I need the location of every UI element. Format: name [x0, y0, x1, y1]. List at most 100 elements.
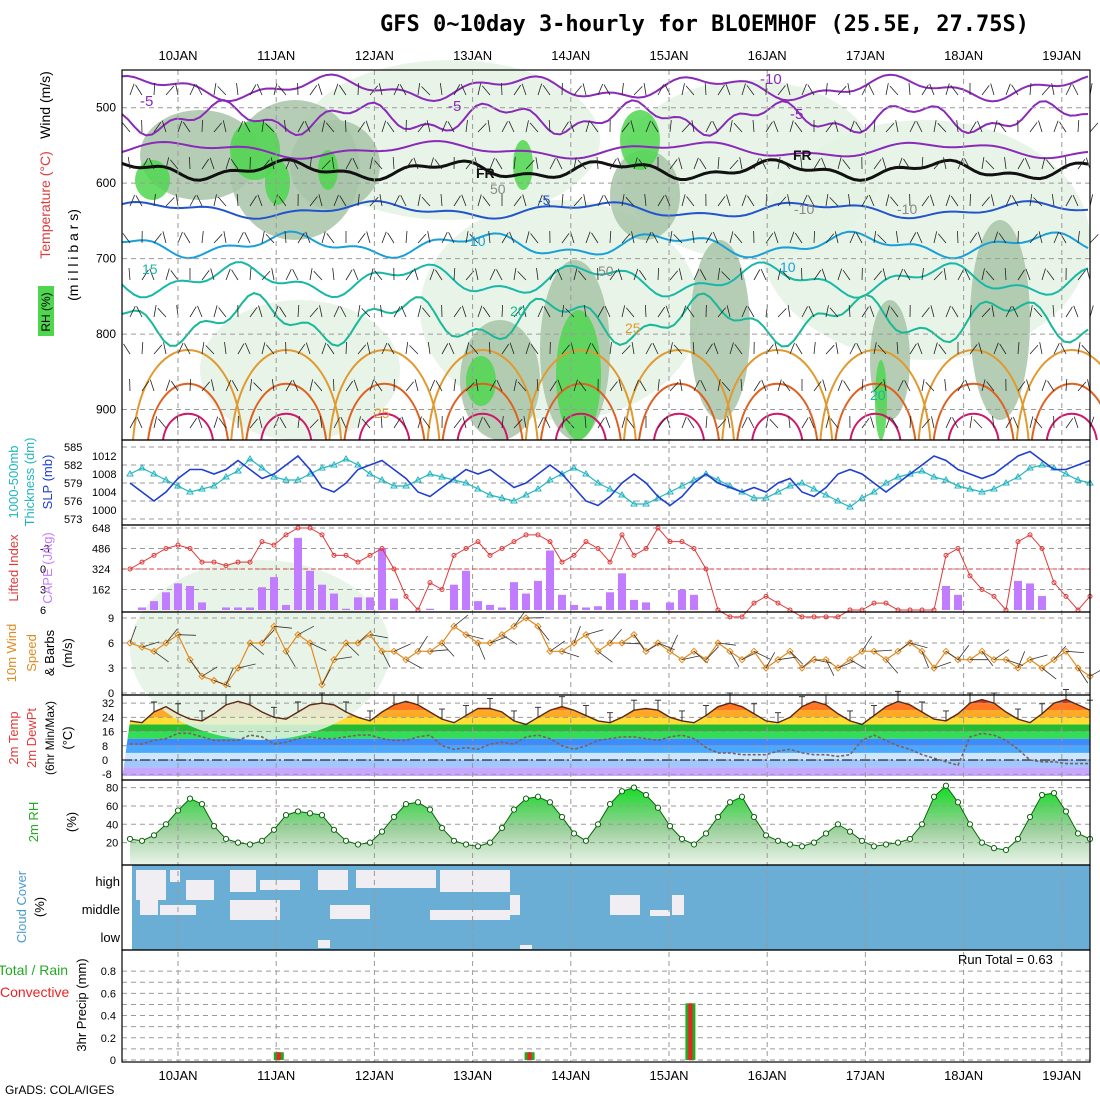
wind-barb — [374, 270, 383, 281]
wind-barb — [837, 379, 843, 392]
temp-minmax-bar — [559, 696, 565, 707]
slp-tick-label: 1012 — [92, 451, 116, 463]
wind-barb — [236, 83, 239, 96]
wind-speed-marker — [450, 622, 458, 631]
wind-barb — [340, 416, 347, 429]
rh-2m-marker — [942, 782, 950, 789]
wind-barb — [786, 83, 791, 96]
wind-barb-10m — [465, 634, 484, 640]
li-tick-label: 3 — [40, 585, 46, 597]
wind-barb — [230, 158, 239, 170]
wind-barb — [141, 269, 149, 281]
rh-2m-marker — [1002, 846, 1010, 854]
wind-barb — [855, 121, 863, 133]
slp-line — [129, 450, 1091, 507]
lifted-index-marker — [703, 566, 709, 572]
wind-barb — [909, 415, 912, 429]
wind-barb — [453, 418, 462, 429]
wind-barb — [461, 194, 467, 207]
thickness-marker — [1026, 464, 1034, 471]
wind-barb — [856, 343, 863, 355]
cape-bar — [1038, 596, 1046, 610]
wind-barb — [916, 231, 923, 244]
wind-barb — [705, 121, 712, 133]
wind-barb — [414, 268, 419, 281]
wind-barb — [873, 119, 876, 133]
wind-barb — [957, 157, 964, 170]
wind-barb — [903, 158, 911, 170]
wind-barb — [326, 343, 335, 355]
wind-barb — [712, 121, 719, 133]
wind-barb — [163, 342, 167, 355]
wind-barb — [279, 417, 287, 429]
wind-barb-10m — [657, 642, 675, 651]
wind-barb-10m — [285, 651, 296, 668]
wind-barb — [405, 381, 414, 392]
wind-barb-10m — [1041, 667, 1057, 680]
upper-rh-label: RH (%) — [39, 292, 53, 331]
wind-barb — [225, 157, 231, 170]
cape-bar — [366, 597, 374, 610]
thickness-marker — [942, 476, 950, 483]
wind-barb — [597, 306, 605, 318]
thickness-marker — [894, 473, 902, 480]
wind-barb — [427, 342, 431, 355]
thickness-marker — [1062, 470, 1070, 477]
wind-speed-marker — [894, 647, 902, 656]
wind-barb — [747, 195, 755, 207]
wind-barb — [237, 120, 244, 133]
rh-2m-marker — [354, 841, 362, 848]
wind-barb — [170, 270, 179, 281]
wind-speed-marker — [150, 647, 158, 656]
wind-barb — [645, 120, 651, 133]
wind-barb — [513, 379, 517, 392]
wind-barb — [691, 120, 695, 133]
wind-barb — [453, 306, 462, 318]
wind-barb — [440, 193, 443, 207]
wind-barb — [861, 306, 869, 318]
temp-arch-25 — [328, 349, 441, 441]
wind-barb — [1041, 157, 1046, 170]
wind-barb — [321, 342, 327, 355]
wind-barb — [321, 160, 331, 170]
wind10-unit-label: (m/s) — [60, 638, 75, 668]
wind-barb — [930, 305, 935, 318]
wind-barb — [993, 342, 999, 355]
wind-barb-10m — [873, 649, 893, 652]
wind-barb — [1033, 197, 1043, 207]
lifted-index-marker — [955, 546, 961, 551]
wind-barb — [801, 83, 807, 96]
wind-barb — [638, 159, 647, 170]
wind-barb-10m — [705, 646, 719, 660]
wind-barb — [453, 379, 456, 392]
wind-barb — [338, 84, 347, 96]
wind-barb — [561, 344, 570, 355]
wind-speed-marker — [1038, 664, 1046, 672]
date-label-top: 15JAN — [649, 48, 688, 63]
temp-arch-25 — [1015, 349, 1100, 441]
temp-arch-30 — [1030, 382, 1100, 441]
wind-barb — [933, 159, 943, 170]
cloud-cover-block — [356, 870, 436, 888]
cloud-level-label: middle — [82, 902, 120, 917]
rh-2m-marker — [378, 828, 386, 835]
wind-barb — [465, 231, 469, 244]
wind-barb — [573, 268, 578, 281]
thickness-marker — [786, 482, 794, 489]
temp-minmax-bar — [175, 703, 181, 714]
wind-barb — [1017, 269, 1025, 281]
wind-barb — [813, 158, 821, 170]
wind-barb — [993, 231, 999, 244]
wind-barb — [795, 343, 803, 355]
wind-barb — [921, 418, 931, 429]
wind-barb — [1039, 342, 1043, 355]
wind-barb — [630, 120, 635, 133]
wind-barb — [225, 268, 231, 281]
thickness-marker — [762, 494, 770, 501]
rh-2m-marker — [210, 823, 218, 830]
wind-barb — [141, 158, 149, 170]
wind-barb — [345, 269, 353, 281]
wind-barb — [813, 269, 822, 281]
wind-barb — [729, 231, 734, 244]
li-tick-label: -3 — [40, 544, 50, 556]
